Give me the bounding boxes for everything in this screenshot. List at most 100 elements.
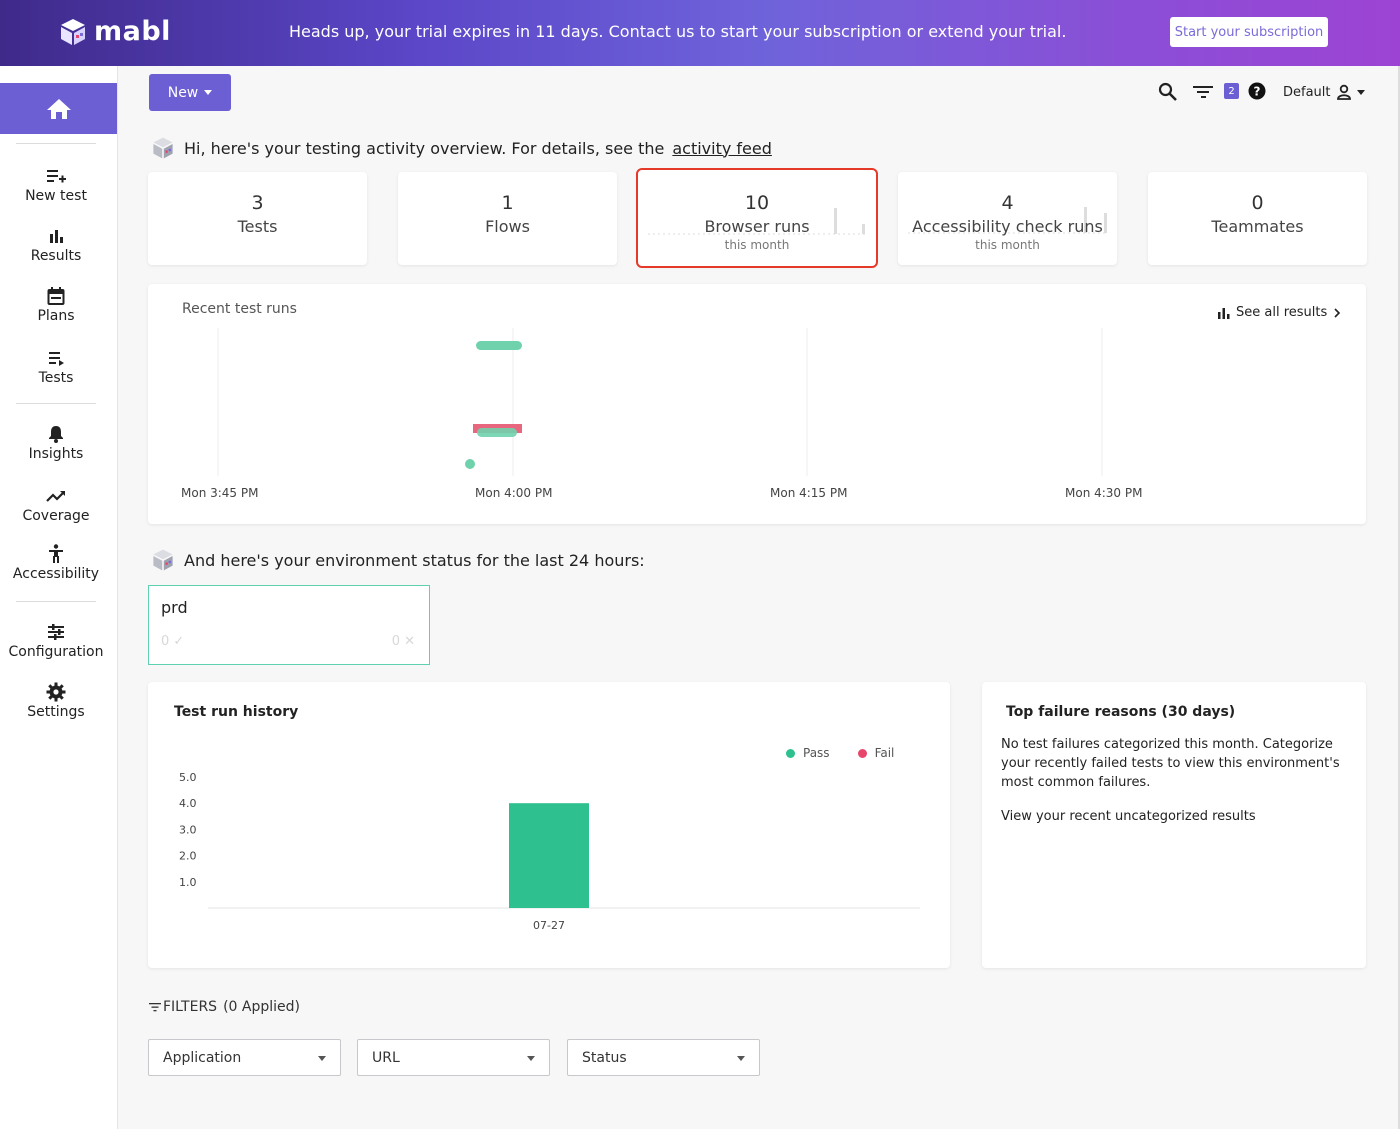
- sidebar-item-new-test[interactable]: New test: [0, 166, 112, 204]
- new-button-label: New: [167, 84, 199, 101]
- workspace-selector[interactable]: Default: [1283, 84, 1365, 100]
- sidebar-item-insights[interactable]: Insights: [0, 424, 112, 462]
- timeline-run-pass: [465, 459, 475, 469]
- browser-runs-sparkline: [648, 208, 866, 235]
- sidebar-item-coverage[interactable]: Coverage: [0, 486, 112, 524]
- environment-card-prd[interactable]: prd 0 ✓ 0 ✕: [148, 585, 430, 665]
- filters-toggle[interactable]: FILTERS (0 Applied): [149, 999, 300, 1015]
- stat-value: 3: [251, 192, 264, 214]
- stat-card-teammates[interactable]: 0 Teammates: [1148, 172, 1367, 265]
- brand-name: mabl: [94, 16, 171, 47]
- new-button[interactable]: New: [149, 74, 231, 111]
- y-tick-label: 2.0: [179, 850, 197, 863]
- see-all-results-link[interactable]: See all results: [1218, 305, 1341, 320]
- overview-greeting: Hi, here's your testing activity overvie…: [150, 136, 772, 160]
- see-all-results-label: See all results: [1236, 305, 1328, 320]
- stat-label: Flows: [485, 217, 530, 236]
- sidebar-item-label: Insights: [28, 446, 84, 462]
- stat-label: Accessibility check runs: [912, 217, 1103, 236]
- chevron-down-icon: [318, 1056, 326, 1061]
- filter-icon[interactable]: [1193, 84, 1213, 100]
- stat-value: 10: [744, 192, 770, 214]
- chevron-down-icon: [204, 90, 213, 95]
- sidebar-item-configuration[interactable]: Configuration: [0, 622, 112, 660]
- mabl-cube-icon: [153, 137, 173, 159]
- failure-reasons-message: No test failures categorized this month.…: [1001, 737, 1340, 790]
- chevron-down-icon: [737, 1056, 745, 1061]
- start-subscription-button[interactable]: Start your subscription: [1170, 17, 1328, 47]
- activity-feed-link[interactable]: activity feed: [672, 138, 772, 158]
- stat-sub-label: this month: [724, 238, 790, 252]
- environment-fail-count: 0 ✕: [391, 634, 415, 649]
- search-icon[interactable]: [1158, 82, 1178, 102]
- stat-card-tests[interactable]: 3 Tests: [148, 172, 367, 265]
- application-select[interactable]: Application: [148, 1039, 341, 1076]
- bell-icon: [49, 426, 63, 443]
- sidebar-divider: [16, 601, 96, 602]
- test-run-history-chart: 1.0 2.0 3.0 4.0 5.0 07-27: [179, 771, 920, 932]
- stat-card-accessibility-runs[interactable]: 4 Accessibility check runs this month: [898, 172, 1117, 265]
- bar-pass: [509, 803, 589, 908]
- svg-text:?: ?: [1254, 85, 1261, 99]
- filters-applied-count: (0 Applied): [223, 999, 300, 1015]
- sidebar-item-label: Results: [30, 248, 82, 264]
- url-select[interactable]: URL: [357, 1039, 550, 1076]
- help-icon[interactable]: ?: [1248, 82, 1266, 100]
- timeline-tick-label: Mon 4:15 PM: [770, 486, 848, 500]
- sidebar-item-label: Tests: [38, 370, 74, 386]
- x-tick-label: 07-27: [533, 919, 565, 932]
- timeline-run-pass: [477, 428, 517, 437]
- stat-card-browser-runs[interactable]: 10 Browser runs this month: [636, 168, 878, 268]
- sidebar-item-results[interactable]: Results: [0, 226, 112, 264]
- home-icon: [46, 98, 71, 119]
- test-run-history-panel: Test run history Pass Fail 1.0 2.0 3.0 4.0 5…: [148, 682, 950, 968]
- uncategorized-results-link[interactable]: View your recent uncategorized results: [1001, 809, 1256, 824]
- timeline-tick-label: Mon 3:45 PM: [181, 486, 259, 500]
- sidebar-item-label: Settings: [27, 704, 85, 720]
- mabl-logo[interactable]: mabl: [58, 16, 171, 47]
- environment-greeting: And here's your environment status for t…: [150, 548, 645, 572]
- stat-card-flows[interactable]: 1 Flows: [398, 172, 617, 265]
- sidebar-item-label: New test: [25, 188, 87, 204]
- sidebar-item-tests[interactable]: Tests: [0, 348, 112, 386]
- list-icon: [49, 352, 64, 366]
- bar-chart-icon: [50, 230, 63, 243]
- stat-label: Tests: [237, 217, 278, 236]
- y-tick-label: 3.0: [179, 823, 197, 836]
- legend-fail-swatch: [857, 748, 867, 758]
- test-run-history-title: Test run history: [174, 704, 299, 720]
- select-value: Status: [582, 1049, 627, 1066]
- legend-pass-label: Pass: [803, 746, 830, 760]
- overview-greeting-text: Hi, here's your testing activity overvie…: [184, 138, 665, 158]
- stat-label: Teammates: [1211, 217, 1304, 236]
- sidebar-item-label: Plans: [37, 308, 75, 324]
- sidebar: New test Results Plans Tests Insights: [0, 66, 118, 1129]
- right-edge-divider: [1398, 66, 1400, 1129]
- sidebar-divider: [16, 403, 96, 404]
- trial-banner: mabl Heads up, your trial expires in 11 …: [0, 0, 1400, 66]
- sidebar-item-home[interactable]: [0, 83, 117, 134]
- sliders-icon: [48, 624, 64, 640]
- y-tick-label: 4.0: [179, 797, 197, 810]
- trend-icon: [46, 491, 65, 502]
- mabl-cube-icon: [61, 18, 85, 45]
- legend-pass-swatch: [786, 748, 795, 758]
- select-value: URL: [372, 1049, 400, 1066]
- recent-test-runs-panel: Recent test runs Mon 3:45 PM Mon 4:00 PM…: [148, 284, 1366, 524]
- y-tick-label: 5.0: [179, 771, 197, 784]
- workspace-name: Default: [1283, 84, 1331, 100]
- accessibility-icon: [49, 544, 63, 563]
- chevron-down-icon: [1356, 89, 1365, 95]
- trial-message: Heads up, your trial expires in 11 days.…: [289, 22, 1067, 41]
- environment-pass-count: 0 ✓: [161, 634, 185, 649]
- calendar-icon: [47, 287, 65, 305]
- chevron-down-icon: [527, 1056, 535, 1061]
- stat-sub-label: this month: [975, 238, 1040, 252]
- sidebar-item-settings[interactable]: Settings: [0, 682, 112, 720]
- sidebar-item-plans[interactable]: Plans: [0, 286, 112, 324]
- sidebar-item-label: Accessibility: [12, 566, 100, 582]
- sidebar-item-accessibility[interactable]: Accessibility: [0, 544, 112, 582]
- environment-greeting-text: And here's your environment status for t…: [184, 550, 645, 570]
- status-select[interactable]: Status: [567, 1039, 760, 1076]
- add-list-icon: [47, 170, 66, 183]
